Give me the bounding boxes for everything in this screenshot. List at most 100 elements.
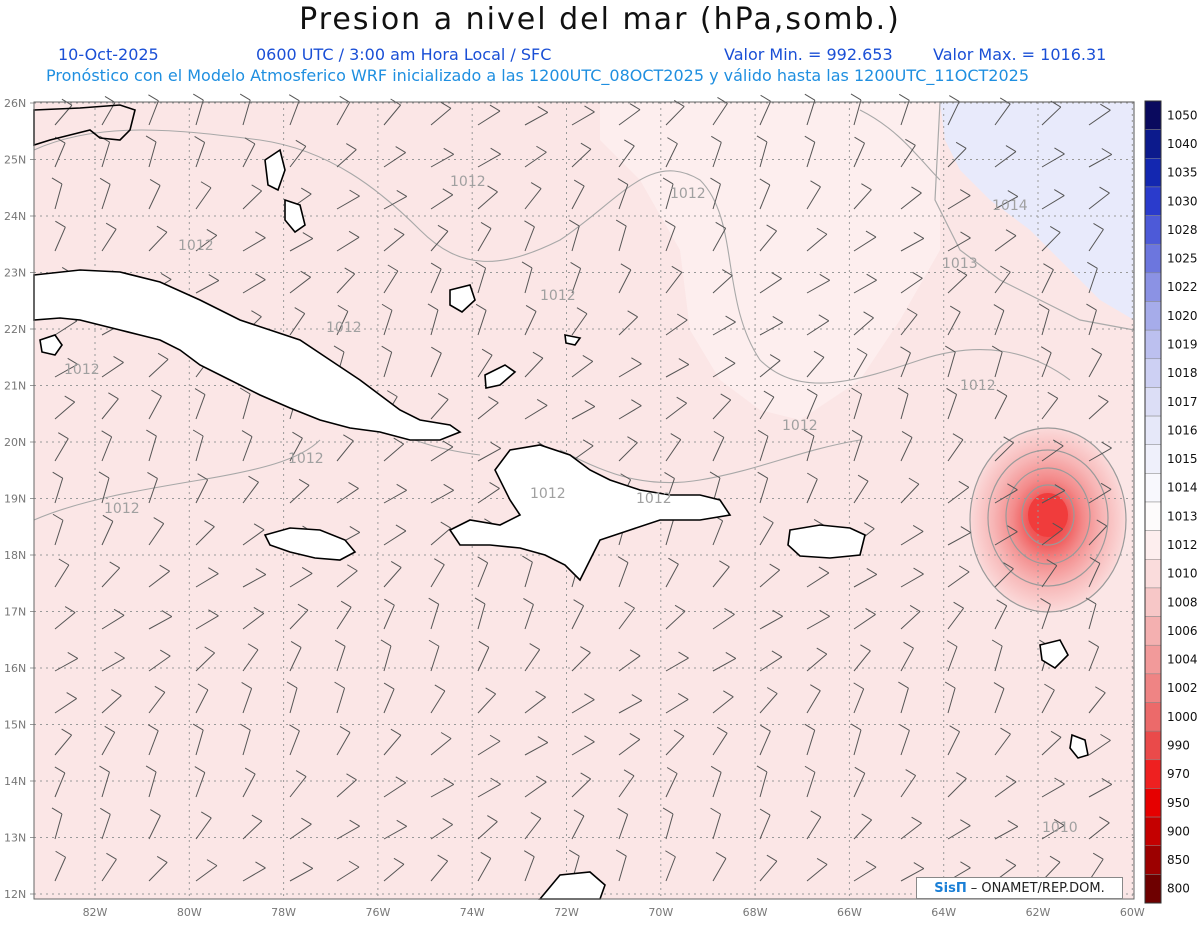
wind-barb bbox=[430, 440, 454, 462]
legend-label: 850 bbox=[1167, 853, 1190, 867]
legend-swatch bbox=[1144, 243, 1162, 274]
wind-barb bbox=[145, 765, 157, 798]
lon-label: 72W bbox=[554, 906, 579, 919]
wind-barb bbox=[665, 313, 688, 336]
wind-barb bbox=[853, 644, 871, 672]
contour-label: 1012 bbox=[288, 451, 324, 467]
legend-swatch bbox=[1144, 415, 1162, 445]
lat-label: 12N bbox=[4, 888, 26, 901]
wind-barb bbox=[289, 862, 314, 882]
wind-barb bbox=[994, 525, 1018, 546]
legend-swatch bbox=[1144, 530, 1162, 560]
wind-barb bbox=[712, 221, 727, 252]
wind-barb bbox=[100, 807, 111, 840]
lat-label: 22N bbox=[4, 323, 26, 336]
wind-barb bbox=[383, 598, 395, 630]
lat-label: 13N bbox=[4, 832, 26, 845]
wind-barb bbox=[662, 177, 674, 210]
wind-barb bbox=[195, 811, 212, 840]
wind-barb bbox=[477, 777, 501, 798]
wind-barb bbox=[145, 135, 157, 168]
wind-barb bbox=[195, 274, 220, 294]
lon-label: 74W bbox=[460, 906, 485, 919]
lat-label: 20N bbox=[4, 436, 26, 449]
wind-barb bbox=[1041, 730, 1062, 756]
wind-barb bbox=[383, 524, 407, 546]
wind-barb bbox=[195, 683, 209, 714]
contour-label: 1012 bbox=[326, 320, 362, 336]
lon-label: 76W bbox=[365, 906, 390, 919]
wind-barb bbox=[710, 807, 722, 840]
legend-label: 1004 bbox=[1167, 653, 1198, 667]
lat-label: 16N bbox=[4, 662, 26, 675]
wind-barbs bbox=[51, 93, 1113, 882]
legend-frame bbox=[1144, 100, 1162, 904]
wind-barb bbox=[850, 723, 862, 756]
wind-barb bbox=[101, 852, 117, 882]
wind-barb bbox=[665, 100, 685, 126]
wind-barb bbox=[475, 303, 487, 336]
value-max: Valor Max. = 1016.31 bbox=[933, 45, 1107, 64]
wind-barb bbox=[946, 640, 958, 672]
wind-barb bbox=[712, 269, 733, 294]
wind-barb bbox=[900, 271, 923, 294]
wind-barb bbox=[381, 345, 393, 378]
wind-barb bbox=[759, 609, 783, 630]
credit-brand: SisΠ bbox=[934, 880, 967, 896]
wind-barb bbox=[1038, 303, 1050, 336]
wind-barb bbox=[756, 765, 768, 798]
wind-barb bbox=[947, 231, 971, 252]
lat-label: 19N bbox=[4, 493, 26, 506]
legend-label: 1010 bbox=[1167, 567, 1198, 581]
contour-label: 1012 bbox=[104, 501, 140, 517]
wind-barb bbox=[428, 639, 440, 672]
wind-barb bbox=[336, 304, 349, 336]
wind-barb bbox=[947, 725, 961, 756]
wind-barb bbox=[900, 524, 924, 546]
wind-barb bbox=[947, 480, 970, 504]
wind-barb bbox=[712, 652, 737, 672]
color-legend: 1050 1040 1035 1030 1028 1025 1022 1020 1019 1018… bbox=[1144, 100, 1198, 904]
wind-barb bbox=[618, 436, 638, 462]
lat-label: 17N bbox=[4, 606, 26, 619]
wind-barb bbox=[665, 693, 689, 714]
wind-barb bbox=[477, 185, 498, 210]
wind-barb bbox=[430, 346, 442, 378]
wind-barb bbox=[900, 769, 917, 798]
wind-barb bbox=[430, 777, 455, 798]
wind-barb bbox=[524, 351, 544, 378]
wind-barb bbox=[1041, 559, 1058, 588]
wind-barb bbox=[524, 775, 547, 798]
wind-barb bbox=[147, 471, 158, 504]
wind-barb bbox=[1088, 395, 1109, 420]
wind-barb bbox=[1041, 439, 1064, 462]
contour-label: 1010 bbox=[1042, 820, 1078, 836]
wind-barb bbox=[289, 770, 307, 798]
wind-barb bbox=[759, 854, 778, 882]
wind-barb bbox=[756, 135, 768, 168]
wind-barb bbox=[994, 229, 1017, 252]
wind-barb bbox=[851, 387, 863, 420]
wind-barb bbox=[477, 734, 501, 756]
wind-barb bbox=[430, 854, 449, 882]
chart-title: Presion a nivel del mar (hPa,somb.) bbox=[299, 2, 901, 37]
longitude-labels: 82W 80W 78W 76W 74W 72W 70W 68W 66W 64W 62W 60W bbox=[83, 906, 1145, 919]
wind-barb bbox=[759, 178, 771, 210]
wind-barb bbox=[618, 103, 641, 126]
coast-bahamas-1 bbox=[264, 148, 286, 192]
wind-barb bbox=[1041, 189, 1065, 210]
wind-barb bbox=[195, 567, 219, 588]
wind-barb bbox=[477, 147, 501, 168]
wind-barb bbox=[521, 261, 533, 294]
wind-barb bbox=[806, 227, 828, 252]
wind-barb bbox=[52, 513, 64, 546]
wind-barb bbox=[804, 723, 816, 756]
wind-barb bbox=[239, 93, 251, 126]
low-isobars bbox=[969, 427, 1127, 613]
wind-barb bbox=[147, 724, 159, 756]
legend-swatch bbox=[1144, 730, 1162, 761]
wind-barb bbox=[900, 641, 914, 672]
wind-barb bbox=[900, 477, 920, 504]
wind-barb bbox=[54, 728, 73, 756]
wind-barb bbox=[900, 138, 916, 168]
